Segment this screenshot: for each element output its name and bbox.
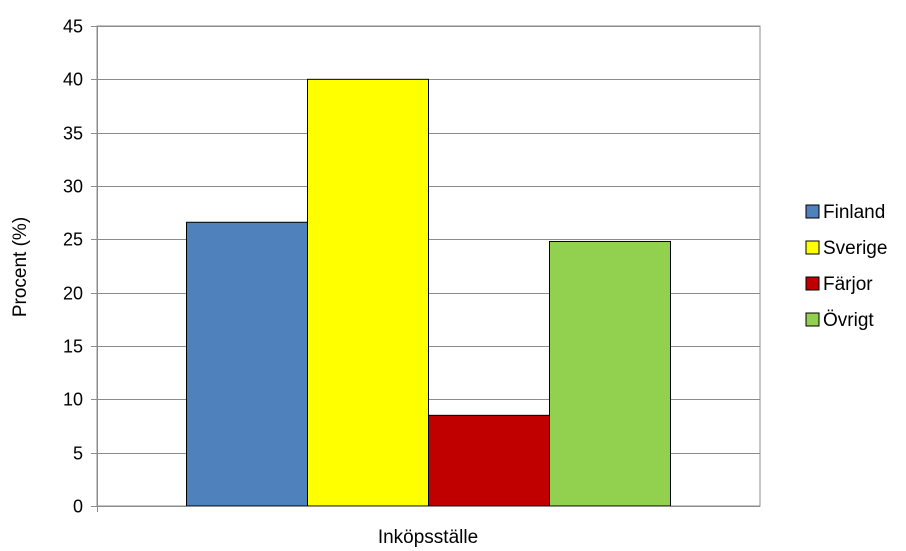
y-tick-label: 0	[73, 497, 83, 517]
y-tick-label: 15	[63, 337, 83, 357]
legend-label: Övrigt	[823, 310, 874, 331]
y-tick-label: 5	[73, 444, 83, 464]
y-tick-label: 30	[63, 177, 83, 197]
bar--vrigt	[548, 240, 671, 507]
y-tick-label: 45	[63, 17, 83, 37]
legend-label: Färjor	[823, 274, 873, 295]
legend-swatch	[805, 312, 820, 327]
axes	[91, 26, 760, 512]
y-axis-label: Procent (%)	[10, 217, 31, 317]
y-tick-label: 10	[63, 390, 83, 410]
y-tick-labels: 0 5 10 15 20 25 30 35 40 45	[63, 17, 83, 517]
legend-swatch	[805, 240, 820, 255]
bar-f-rjor	[428, 414, 550, 507]
bar-sverige	[307, 78, 429, 507]
bars	[186, 78, 671, 507]
legend: Finland Sverige Färjor Övrigt	[805, 202, 887, 331]
y-tick-label: 40	[63, 70, 83, 90]
x-axis-label: Inköpsställe	[378, 527, 478, 548]
legend-label: Sverige	[823, 238, 887, 259]
legend-label: Finland	[823, 202, 885, 223]
legend-swatch	[805, 204, 820, 219]
bar-finland	[186, 221, 309, 507]
legend-swatch	[805, 276, 820, 291]
y-tick-label: 20	[63, 284, 83, 304]
y-tick-label: 25	[63, 230, 83, 250]
y-tick-label: 35	[63, 124, 83, 144]
